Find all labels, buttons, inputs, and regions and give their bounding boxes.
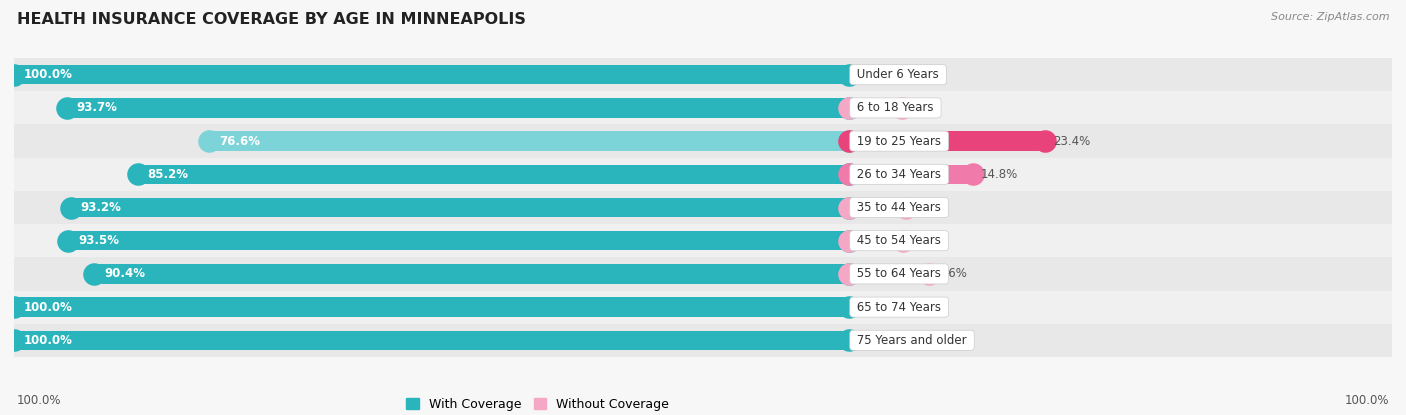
Text: 75 Years and older: 75 Years and older (853, 334, 970, 347)
Text: 6 to 18 Years: 6 to 18 Years (853, 101, 938, 115)
Bar (14, 298, 849, 317)
Bar (66, 98, 849, 117)
Text: 35 to 44 Years: 35 to 44 Years (853, 201, 945, 214)
Text: 9.6%: 9.6% (938, 267, 967, 281)
Text: 100.0%: 100.0% (17, 394, 62, 407)
Text: 100.0%: 100.0% (24, 300, 73, 314)
Text: 6.3%: 6.3% (910, 101, 939, 115)
Bar (94, 264, 849, 283)
Text: Source: ZipAtlas.com: Source: ZipAtlas.com (1271, 12, 1389, 22)
Text: 93.2%: 93.2% (82, 201, 122, 214)
Bar (14, 331, 849, 350)
Bar (138, 165, 849, 184)
Text: 55 to 64 Years: 55 to 64 Years (853, 267, 945, 281)
Bar (14, 91, 1392, 124)
Text: 93.5%: 93.5% (79, 234, 120, 247)
Text: 100.0%: 100.0% (24, 334, 73, 347)
Bar (14, 124, 1392, 158)
Text: 65 to 74 Years: 65 to 74 Years (853, 300, 945, 314)
Text: HEALTH INSURANCE COVERAGE BY AGE IN MINNEAPOLIS: HEALTH INSURANCE COVERAGE BY AGE IN MINN… (17, 12, 526, 27)
Text: 45 to 54 Years: 45 to 54 Years (853, 234, 945, 247)
Bar (69, 231, 849, 250)
Bar (14, 224, 1392, 257)
Text: 26 to 34 Years: 26 to 34 Years (853, 168, 945, 181)
Bar (849, 231, 904, 250)
Bar (14, 290, 1392, 324)
Text: Under 6 Years: Under 6 Years (853, 68, 943, 81)
Bar (14, 158, 1392, 191)
Bar (14, 58, 1392, 91)
Text: 0.0%: 0.0% (858, 300, 887, 314)
Bar (849, 98, 901, 117)
Text: 6.5%: 6.5% (911, 234, 942, 247)
Text: 23.4%: 23.4% (1053, 134, 1090, 148)
Bar (209, 132, 849, 151)
Bar (849, 132, 1045, 151)
Legend: With Coverage, Without Coverage: With Coverage, Without Coverage (401, 393, 673, 415)
Text: 100.0%: 100.0% (1344, 394, 1389, 407)
Text: 76.6%: 76.6% (219, 134, 260, 148)
Text: 85.2%: 85.2% (148, 168, 188, 181)
Text: 19 to 25 Years: 19 to 25 Years (853, 134, 945, 148)
Bar (849, 264, 929, 283)
Bar (70, 198, 849, 217)
Bar (14, 191, 1392, 224)
Bar (849, 198, 905, 217)
Text: 6.8%: 6.8% (914, 201, 943, 214)
Bar (14, 257, 1392, 290)
Text: 0.0%: 0.0% (858, 334, 887, 347)
Bar (14, 324, 1392, 357)
Bar (849, 165, 973, 184)
Text: 93.7%: 93.7% (77, 101, 118, 115)
Bar (14, 65, 849, 84)
Text: 14.8%: 14.8% (981, 168, 1018, 181)
Text: 100.0%: 100.0% (24, 68, 73, 81)
Text: 0.0%: 0.0% (858, 68, 887, 81)
Text: 90.4%: 90.4% (104, 267, 145, 281)
